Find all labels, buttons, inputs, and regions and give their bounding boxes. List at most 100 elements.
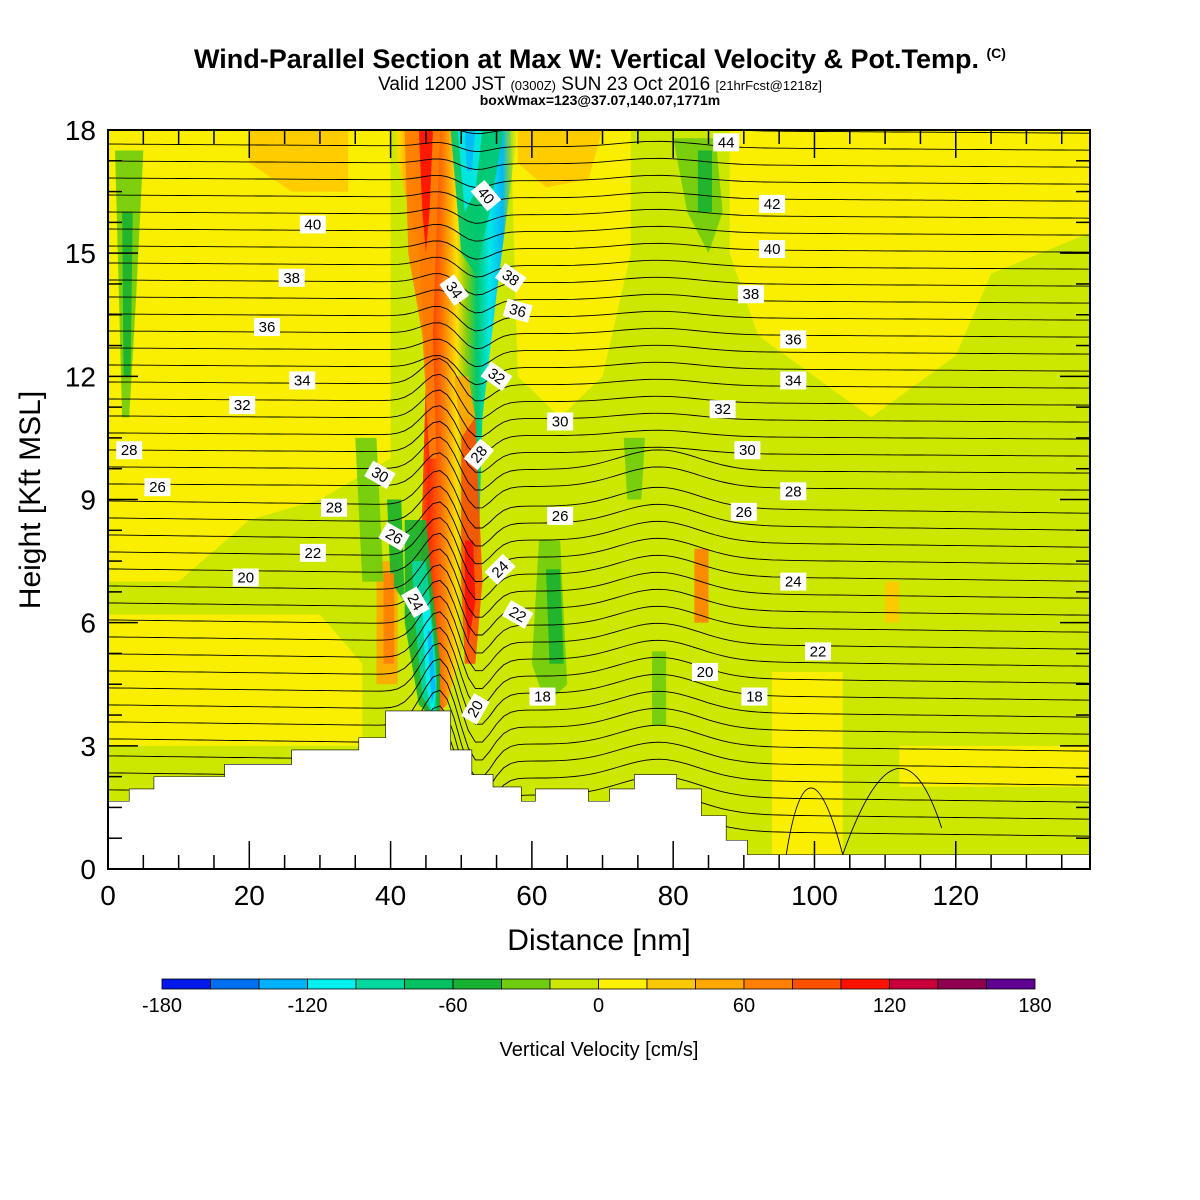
colorbar-bin bbox=[258, 978, 308, 990]
isentrope-label-box bbox=[759, 194, 786, 213]
isentrope-line bbox=[108, 532, 1090, 600]
x-tick-label: 60 bbox=[516, 880, 547, 911]
isentrope-label: 40 bbox=[470, 179, 502, 212]
isentrope-label: 20 bbox=[232, 568, 259, 587]
x-tick-label: 120 bbox=[932, 880, 979, 911]
isentrope-label: 26 bbox=[378, 522, 410, 551]
isentrope-label-box bbox=[730, 502, 757, 521]
isentrope-label: 40 bbox=[759, 240, 786, 259]
isentrope-label-text: 36 bbox=[259, 319, 276, 336]
colorbar-bin bbox=[501, 978, 551, 990]
isentrope-line bbox=[108, 256, 1090, 278]
isentrope-label: 32 bbox=[709, 400, 736, 419]
isentrope-label-text: 36 bbox=[785, 331, 802, 348]
isentrope-label-box bbox=[461, 693, 490, 725]
isentrope-label: 22 bbox=[299, 543, 326, 562]
isentrope-label-box bbox=[232, 568, 259, 587]
isentrope-label: 34 bbox=[780, 371, 807, 390]
terrain-mask bbox=[107, 710, 1091, 870]
isentrope-label-box bbox=[805, 642, 832, 661]
isentrope-label-text: 38 bbox=[743, 286, 760, 303]
isentrope-label-box bbox=[780, 482, 807, 501]
isentrope-line bbox=[108, 289, 1090, 314]
isentrope-label-text: 32 bbox=[234, 397, 251, 414]
isentrope-line bbox=[108, 470, 1090, 529]
isentrope-label-box bbox=[780, 572, 807, 591]
isentrope-label: 26 bbox=[547, 506, 574, 525]
isentrope-line bbox=[108, 305, 1090, 332]
colorbar-bin bbox=[598, 978, 648, 990]
x-tick-label: 20 bbox=[234, 880, 265, 911]
chart-title: Wind-Parallel Section at Max W: Vertical… bbox=[194, 44, 1006, 74]
isentrope-label: 38 bbox=[737, 285, 764, 304]
isentrope-label: 24 bbox=[780, 572, 807, 591]
colorbar-bin bbox=[695, 978, 745, 990]
colorbar-bin bbox=[840, 978, 890, 990]
isentrope-label-box bbox=[691, 662, 718, 681]
isentrope-line bbox=[785, 787, 844, 855]
colorbar-tick-label: -120 bbox=[287, 995, 327, 1017]
colorbar-bin bbox=[452, 978, 502, 990]
colorbar-bin bbox=[210, 978, 260, 990]
isentrope-line bbox=[108, 595, 1090, 672]
y-tick-label: 18 bbox=[65, 115, 96, 146]
isentrope-label-text: 22 bbox=[810, 643, 827, 660]
isentrope-label: 28 bbox=[116, 441, 143, 460]
isentrope-label-text: 26 bbox=[552, 508, 569, 525]
isentrope-line bbox=[108, 405, 1090, 455]
velocity-patch bbox=[108, 614, 363, 746]
isentrope-label-box bbox=[709, 400, 736, 419]
colorbar-tick-label: 60 bbox=[733, 995, 755, 1017]
isentrope-label: 18 bbox=[741, 687, 768, 706]
isentrope-label-box bbox=[780, 371, 807, 390]
isentrope-label-text: 22 bbox=[506, 603, 529, 626]
colorbar-tick-label: -180 bbox=[142, 995, 182, 1017]
isentrope-label: 30 bbox=[364, 460, 396, 490]
isentrope-line bbox=[108, 579, 1090, 654]
isentrope-line bbox=[108, 658, 1090, 743]
isentrope-label: 24 bbox=[484, 553, 516, 585]
isentrope-label: 32 bbox=[229, 396, 256, 415]
isentrope-label-text: 28 bbox=[326, 500, 343, 517]
isentrope-label-box bbox=[480, 361, 513, 392]
isentrope-label-box bbox=[229, 396, 256, 415]
y-tick-label: 15 bbox=[65, 238, 96, 269]
colorbar: -180 -120 -60 0 60 120 180 bbox=[142, 978, 1052, 1017]
isentrope-line bbox=[842, 767, 943, 855]
isentrope-label: 38 bbox=[494, 262, 527, 293]
isentrope-label-text: 40 bbox=[305, 216, 322, 233]
colorbar-bin bbox=[307, 978, 357, 990]
isentrope-line bbox=[456, 130, 1090, 135]
colorbar-bin bbox=[355, 978, 405, 990]
isentrope-label-text: 24 bbox=[785, 574, 802, 591]
isentrope-label: 34 bbox=[289, 371, 316, 390]
isentrope-label-text: 44 bbox=[718, 134, 735, 151]
isentrope-label: 32 bbox=[480, 361, 513, 392]
colorbar-bin bbox=[743, 978, 793, 990]
velocity-patch bbox=[651, 651, 667, 726]
isentrope-label-box bbox=[470, 179, 502, 212]
isentrope-label-text: 28 bbox=[121, 442, 138, 459]
isentrope-label-text: 38 bbox=[499, 266, 522, 289]
y-tick-label: 6 bbox=[80, 608, 96, 639]
isentrope-label: 28 bbox=[321, 498, 348, 517]
isentrope-label-text: 20 bbox=[697, 664, 714, 681]
velocity-patch bbox=[885, 581, 900, 623]
isentrope-label: 30 bbox=[734, 441, 761, 460]
isentrope-label-box bbox=[299, 215, 326, 234]
isentrope-label-text: 42 bbox=[764, 196, 781, 213]
isentrope-label: 18 bbox=[529, 687, 556, 706]
isentrope-line bbox=[108, 107, 1090, 116]
x-tick-label: 0 bbox=[100, 880, 116, 911]
isentrope-label-text: 28 bbox=[785, 483, 802, 500]
isentrope-label: 42 bbox=[759, 194, 786, 213]
isentrope-label-box bbox=[253, 318, 280, 337]
isentrope-line bbox=[108, 436, 1090, 491]
isentrope-label-box bbox=[364, 460, 396, 490]
velocity-patch bbox=[546, 569, 564, 664]
isentrope-line bbox=[108, 611, 1090, 690]
velocity-patch bbox=[418, 130, 433, 254]
isentrope-line bbox=[108, 174, 1090, 188]
isentrope-label-text: 34 bbox=[442, 279, 465, 302]
